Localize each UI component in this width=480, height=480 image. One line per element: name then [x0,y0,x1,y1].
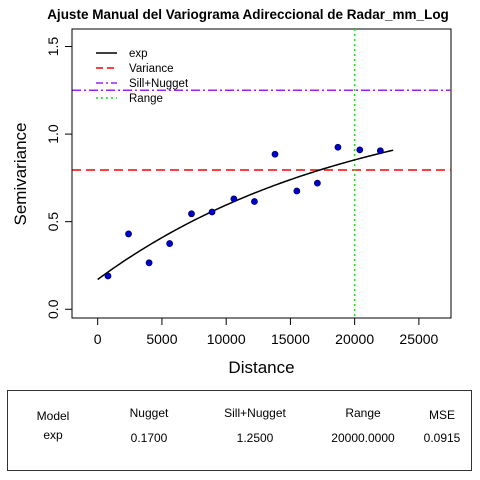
data-point [208,208,216,216]
data-point [230,195,238,203]
y-tick-label: 1.5 [45,37,61,57]
y-axis: 0.0 0.5 1.0 1.5 [45,37,73,319]
x-tick-label: 15000 [271,331,310,347]
data-point [145,259,153,267]
table-header-range: Range [345,406,381,420]
x-tick-label: 5000 [146,331,177,347]
x-axis-label: Distance [228,358,294,377]
table-header-model: Model [36,409,70,423]
table-header-mse: MSE [428,408,455,422]
chart-title: Ajuste Manual del Variograma Adirecciona… [47,7,449,22]
data-point [166,240,174,247]
table-cell-nugget: 0.1700 [130,431,168,445]
data-point [251,198,258,205]
data-point [104,272,112,280]
data-point [356,146,364,154]
model-curve-layer [97,149,394,281]
legend-label: Variance [129,63,174,75]
data-point [271,150,279,158]
data-point [125,230,132,238]
y-tick-label: 0.5 [45,212,61,232]
data-points-layer [104,143,384,280]
table-cell-range: 20000.0000 [331,431,395,445]
legend-label: Sill+Nugget [129,78,189,90]
y-axis-label: Semivariance [11,123,30,226]
legend: exp Variance Sill+Nugget Range [96,48,189,105]
table-header-sill-nugget: Sill+Nugget [224,406,286,420]
x-tick-label: 0 [94,331,102,347]
table-cell-sill-nugget: 1.2500 [236,431,274,445]
table-cell-mse: 0.0915 [423,431,461,445]
x-axis: 0 5000 10000 15000 20000 25000 [94,317,439,347]
reference-lines [72,29,451,318]
table-cell-model: exp [43,428,63,442]
legend-label: exp [129,48,148,60]
x-tick-label: 20000 [335,331,374,347]
data-point [313,179,321,187]
x-tick-label: 10000 [207,331,246,347]
data-point [188,210,195,218]
data-point [376,147,384,155]
legend-label: Range [129,93,163,105]
variogram-chart: Ajuste Manual del Variograma Adirecciona… [11,7,452,377]
y-tick-label: 1.0 [45,124,61,144]
model-curve [97,149,394,281]
table-header-nugget: Nugget [129,406,169,420]
data-point [334,143,342,151]
data-point [293,187,301,195]
y-tick-label: 0.0 [45,299,61,319]
x-tick-label: 25000 [399,331,438,347]
model-parameters-table: Model Nugget Sill+Nugget Range MSE exp 0… [7,390,472,471]
